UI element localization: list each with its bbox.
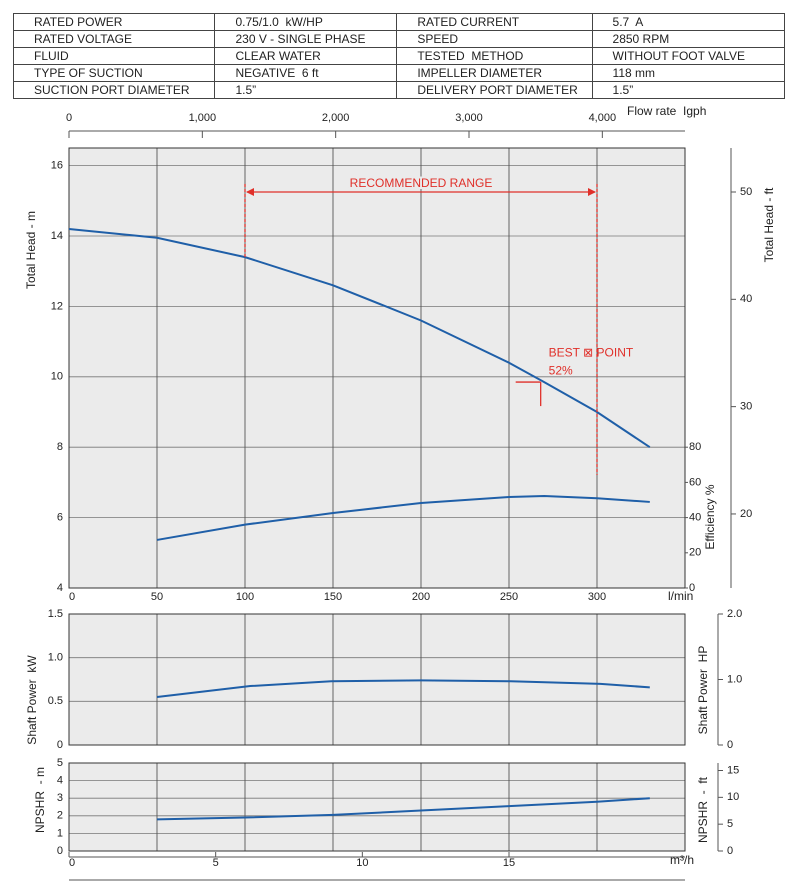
plot-area: [69, 614, 685, 745]
curve: [156, 679, 650, 698]
y-tick-label: 5: [57, 757, 63, 769]
y2-tick-label: 50: [740, 186, 752, 198]
x-axis-unit: l/min: [668, 589, 693, 603]
spec-cell: 1.5”: [591, 81, 786, 99]
y2-tick-label: 10: [727, 791, 739, 803]
x2-tick-label: 3,000: [455, 112, 483, 124]
y2-tick-label: 15: [727, 764, 739, 776]
curve: [156, 797, 650, 821]
plot-frame: [68, 147, 686, 589]
spec-cell: 230 V - SINGLE PHASE: [214, 30, 398, 48]
y2-tick-label: 0: [727, 845, 733, 857]
x-tick-label: 15: [503, 857, 515, 869]
y-tick-label: 3: [57, 792, 63, 804]
y2-tick-label: 20: [740, 508, 752, 520]
y2-tick-label: 5: [727, 818, 733, 830]
x-tick-label: 50: [151, 591, 163, 603]
y2-tick-label: 40: [740, 293, 752, 305]
y3-tick-label: 80: [689, 441, 701, 453]
y-tick-label: 1.0: [48, 652, 63, 664]
x-tick-label: 150: [324, 591, 342, 603]
y3-tick-label: 0: [689, 582, 695, 594]
spec-cell: IMPELLER DIAMETER: [396, 64, 593, 82]
y-tick-label: 10: [51, 371, 63, 383]
plot-frame: [68, 762, 686, 852]
spec-cell: DELIVERY PORT DIAMETER: [396, 81, 593, 99]
x2-tick-label: 0: [66, 112, 72, 124]
spec-cell: 0.75/1.0 kW/HP: [214, 13, 398, 31]
y2-tick-label: 0: [727, 739, 733, 751]
plot-frame: [68, 613, 686, 746]
y2-axis-title: NPSHR - ft: [696, 776, 710, 843]
y-tick-label: 8: [57, 441, 63, 453]
y3-axis-title: Efficiency %: [703, 484, 717, 549]
x2-axis-title: Flow rate Igph: [627, 104, 706, 118]
y-axis-title: Total Head - m: [24, 211, 38, 289]
y-tick-label: 0: [57, 739, 63, 751]
spec-cell: SUCTION PORT DIAMETER: [12, 81, 216, 99]
y-tick-label: 2: [57, 810, 63, 822]
y-tick-label: 14: [51, 230, 63, 242]
spec-cell: TYPE OF SUCTION: [12, 64, 216, 82]
y-tick-label: 6: [57, 512, 63, 524]
x-tick-label: 0: [69, 591, 75, 603]
spec-row: RATED VOLTAGE 230 V - SINGLE PHASE SPEED 28…: [12, 30, 786, 48]
y2-tick-label: 2.0: [727, 608, 742, 620]
y-tick-label: 0.5: [48, 695, 63, 707]
x-tick-label: 5: [213, 857, 219, 869]
y-tick-label: 16: [51, 160, 63, 172]
x-tick-label: 250: [500, 591, 518, 603]
spec-table: RATED POWER 0.75/1.0 kW/HP RATED CURRENT 5.…: [12, 13, 786, 99]
x-tick-label: 0: [69, 857, 75, 869]
curve: [68, 227, 651, 449]
x2-tick-label: 4,000: [589, 112, 617, 124]
y-axis-title: Shaft Power kW: [25, 655, 39, 745]
plot-area: [69, 763, 685, 851]
y3-tick-label: 60: [689, 476, 701, 488]
range-label: RECOMMENDED RANGE: [350, 176, 493, 190]
y-tick-label: 0: [57, 845, 63, 857]
x-tick-label: 300: [588, 591, 606, 603]
x-axis-unit: m³/h: [670, 853, 694, 867]
best-point-label: BEST ⊠ POINT: [549, 345, 634, 359]
best-point-value: 52%: [549, 363, 573, 377]
y-tick-label: 12: [51, 300, 63, 312]
x2-tick-label: 2,000: [322, 112, 350, 124]
y-tick-label: 1: [57, 827, 63, 839]
y3-tick-label: 20: [689, 547, 701, 559]
spec-cell: FLUID: [12, 47, 216, 65]
y-tick-label: 4: [57, 775, 63, 787]
y2-axis-title: Shaft Power HP: [696, 646, 710, 735]
y-axis-title: NPSHR - m: [33, 767, 47, 833]
curve: [156, 494, 650, 541]
spec-cell: 1.5”: [214, 81, 398, 99]
x2-tick-label: 1,000: [189, 112, 217, 124]
x-tick-label: 100: [236, 591, 254, 603]
y-tick-label: 4: [57, 582, 63, 594]
spec-row: SUCTION PORT DIAMETER 1.5” DELIVERY PORT D…: [12, 81, 786, 99]
x-tick-label: 200: [412, 591, 430, 603]
x-tick-label: 10: [356, 857, 368, 869]
plot-area: [69, 148, 685, 588]
y2-axis-title: Total Head - ft: [762, 187, 776, 262]
y2-tick-label: 1.0: [727, 673, 742, 685]
y3-tick-label: 40: [689, 512, 701, 524]
y2-tick-label: 30: [740, 401, 752, 413]
y-tick-label: 1.5: [48, 608, 63, 620]
